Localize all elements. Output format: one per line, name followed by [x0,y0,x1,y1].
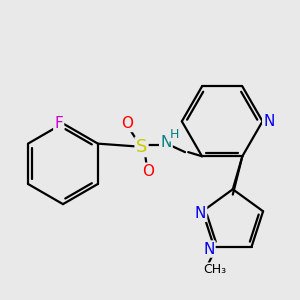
Text: N: N [203,242,214,256]
Text: S: S [136,138,147,156]
Text: O: O [121,116,133,131]
Text: H: H [170,128,179,141]
Text: F: F [54,116,63,131]
Text: N: N [160,135,172,150]
Text: O: O [142,164,154,179]
Text: N: N [195,206,206,221]
Text: CH₃: CH₃ [203,263,226,277]
Text: N: N [263,114,275,129]
